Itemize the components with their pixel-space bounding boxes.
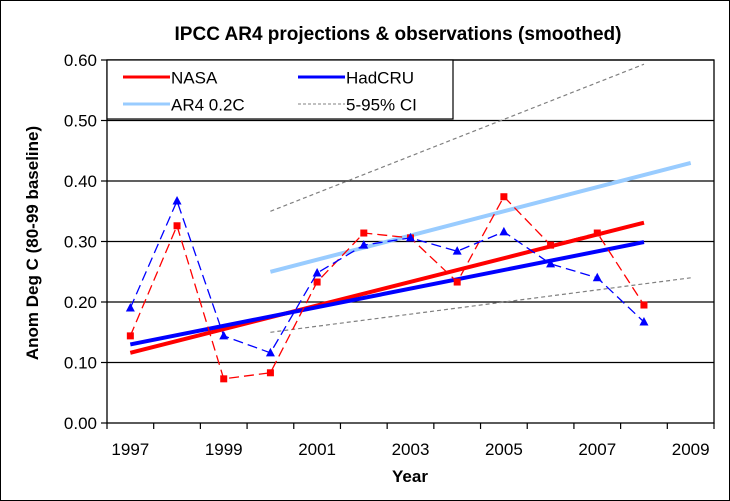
x-axis-label: Year xyxy=(392,467,428,486)
data-point-hadcru xyxy=(359,240,369,249)
series-ci_upper xyxy=(270,63,645,212)
y-tick-label: 0.20 xyxy=(64,293,97,312)
data-point-nasa xyxy=(126,332,134,340)
x-tick-label: 2009 xyxy=(672,440,710,459)
series-line-ci_upper xyxy=(270,63,645,212)
data-point-nasa xyxy=(453,278,461,286)
x-tick-label: 2005 xyxy=(485,440,523,459)
y-tick-label: 0.10 xyxy=(64,354,97,373)
legend-box xyxy=(106,59,454,120)
data-point-nasa xyxy=(547,241,555,249)
data-point-hadcru xyxy=(172,195,182,205)
series-hadcru xyxy=(125,195,649,357)
data-point-nasa xyxy=(360,229,368,237)
data-point-hadcru xyxy=(265,347,275,357)
y-tick-label: 0.00 xyxy=(64,414,97,433)
data-point-hadcru xyxy=(452,246,462,255)
data-point-nasa xyxy=(173,222,181,230)
legend-label: AR4 0.2C xyxy=(171,96,245,115)
y-tick-label: 0.60 xyxy=(64,51,97,70)
x-tick-label: 2007 xyxy=(578,440,616,459)
data-point-nasa xyxy=(313,278,321,286)
x-axis: 1997 1999 2001 2003 2005 2007 2009 xyxy=(106,423,715,459)
legend-label: 5-95% CI xyxy=(346,96,417,115)
data-point-nasa xyxy=(220,375,228,383)
x-tick-label: 2003 xyxy=(392,440,430,459)
y-axis-label: Anom Deg C (80-99 baseline) xyxy=(23,126,42,360)
data-point-nasa xyxy=(500,193,508,201)
data-point-hadcru xyxy=(219,330,229,340)
series-layer xyxy=(125,63,692,383)
y-tick-label: 0.50 xyxy=(64,112,97,131)
series-line-ci_lower xyxy=(270,277,691,333)
series-hadcru_trend xyxy=(129,240,645,347)
data-point-hadcru xyxy=(312,267,322,277)
series-line-ar4 xyxy=(269,160,692,274)
x-tick-label: 2001 xyxy=(298,440,336,459)
series-line-nasa_trend xyxy=(129,220,645,355)
data-point-hadcru xyxy=(125,303,135,312)
data-point-hadcru xyxy=(499,226,509,236)
y-tick-label: 0.30 xyxy=(64,233,97,252)
y-axis: 0.00 0.10 0.20 0.30 0.40 0.50 0.60 xyxy=(64,51,107,433)
data-point-nasa xyxy=(593,229,601,237)
series-line-hadcru xyxy=(129,199,645,354)
series-nasa_trend xyxy=(129,220,645,355)
legend-label: HadCRU xyxy=(346,69,414,88)
y-tick-label: 0.40 xyxy=(64,172,97,191)
chart-title: IPCC AR4 projections & observations (smo… xyxy=(175,24,622,45)
data-point-hadcru xyxy=(592,272,602,282)
legend-label: NASA xyxy=(171,69,218,88)
series-line-nasa xyxy=(129,195,645,380)
legend: NASA HadCRU AR4 0.2C 5-95% CI xyxy=(106,59,454,120)
x-tick-label: 1997 xyxy=(111,440,149,459)
series-ar4 xyxy=(269,160,692,274)
data-point-nasa xyxy=(640,301,648,309)
data-point-nasa xyxy=(266,369,274,377)
x-tick-label: 1999 xyxy=(205,440,243,459)
data-point-hadcru xyxy=(546,258,556,268)
series-ci_lower xyxy=(270,277,691,333)
data-point-hadcru xyxy=(639,316,649,326)
series-line-hadcru_trend xyxy=(129,240,645,347)
data-point-hadcru xyxy=(406,232,415,242)
